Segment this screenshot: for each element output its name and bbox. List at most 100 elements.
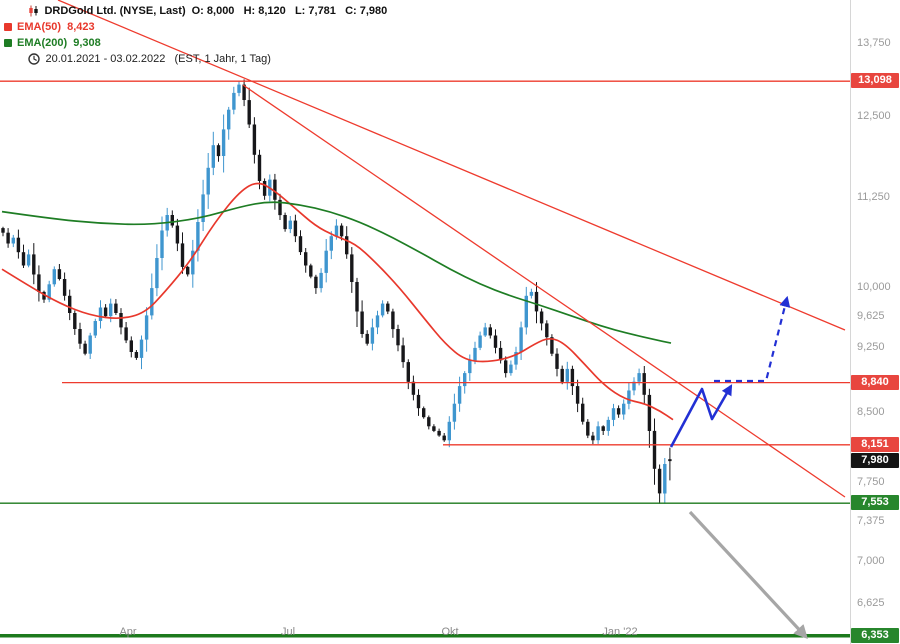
candle [155, 244, 159, 297]
candle [437, 428, 441, 437]
candle [11, 234, 15, 248]
candle [103, 304, 108, 319]
candle [396, 324, 400, 352]
candle [581, 397, 585, 425]
candle [468, 354, 472, 381]
candle [509, 360, 513, 376]
candle [160, 216, 164, 271]
candle [370, 318, 375, 351]
candle [483, 322, 487, 337]
candle [575, 379, 580, 413]
candle [345, 226, 349, 259]
candle [278, 193, 282, 220]
candle [560, 365, 564, 385]
candle [616, 405, 621, 418]
candle [529, 288, 534, 299]
ema50-legend-item[interactable]: EMA(50) 8,423 [4, 19, 387, 35]
candle [442, 433, 446, 442]
candle [293, 214, 298, 243]
candle [668, 447, 672, 481]
candle [139, 335, 144, 370]
candle [478, 331, 482, 351]
candle [416, 389, 421, 416]
ema200-legend-item[interactable]: EMA(200) 9,308 [4, 35, 387, 51]
candle [524, 286, 528, 335]
candle [180, 232, 185, 274]
candle [211, 131, 215, 176]
indicator-line-ema50 [1, 182, 674, 421]
candle [6, 228, 10, 248]
candle [319, 268, 323, 293]
candle [186, 265, 190, 277]
candle [622, 399, 626, 420]
candle [32, 243, 36, 285]
candle [657, 464, 662, 504]
candle [216, 143, 221, 162]
candle [144, 307, 149, 352]
candle [611, 403, 616, 427]
candle [422, 406, 426, 419]
candle [432, 424, 436, 433]
candle [642, 366, 646, 405]
candle [606, 416, 610, 436]
candles-layer [1, 79, 672, 504]
candle [504, 356, 508, 378]
candle [550, 334, 554, 357]
candle [355, 277, 359, 327]
downtrend-line-2[interactable] [242, 84, 846, 498]
candle [175, 218, 180, 252]
candle [242, 79, 246, 107]
candle [452, 393, 457, 430]
candle [555, 348, 559, 377]
candle [227, 106, 231, 140]
candle [545, 320, 549, 346]
candle [447, 416, 451, 448]
candle [88, 332, 92, 359]
candle [83, 340, 87, 356]
ema50-label: EMA(50) 8,423 [17, 21, 95, 33]
candle [309, 263, 313, 279]
candle [427, 415, 431, 430]
candle [52, 266, 56, 287]
candle [201, 179, 205, 231]
candle [150, 273, 154, 320]
candle [601, 425, 605, 435]
candle [47, 280, 51, 303]
period-row: 20.01.2021 - 03.02.2022 (EST, 1 Jahr, 1 … [4, 51, 387, 67]
candle [16, 229, 21, 259]
candle [57, 264, 62, 281]
candle [191, 239, 195, 288]
candle [570, 365, 575, 395]
bullish-projection-solid-arrow[interactable] [669, 384, 733, 448]
candle [406, 359, 410, 390]
bearish-projection-arrow[interactable] [688, 510, 808, 640]
candle [386, 301, 390, 315]
candle [339, 223, 344, 241]
candle [98, 300, 103, 329]
candle [591, 431, 595, 445]
candle [586, 419, 590, 439]
chart-legend: DRDGold Ltd. (NYSE, Last) O: 8,000 H: 8,… [4, 3, 387, 67]
candle [596, 421, 600, 444]
candle [647, 388, 652, 448]
candlestick-icon [4, 5, 39, 17]
candle [78, 322, 82, 349]
instrument-title: DRDGold Ltd. (NYSE, Last) [44, 5, 186, 17]
ema200-swatch-icon [4, 39, 12, 47]
candle [68, 289, 72, 321]
bullish-projection-dashed-arrow[interactable] [714, 295, 791, 383]
candle [252, 117, 257, 164]
candle [114, 299, 118, 315]
candle [627, 383, 631, 410]
candle [1, 226, 5, 237]
candle [62, 272, 67, 301]
indicator-line-ema200 [1, 201, 672, 344]
downtrend-line-1[interactable] [57, 0, 846, 331]
candle [360, 300, 364, 338]
candle [391, 308, 395, 338]
candle [514, 346, 518, 370]
candle [350, 247, 354, 293]
candle [170, 210, 174, 228]
